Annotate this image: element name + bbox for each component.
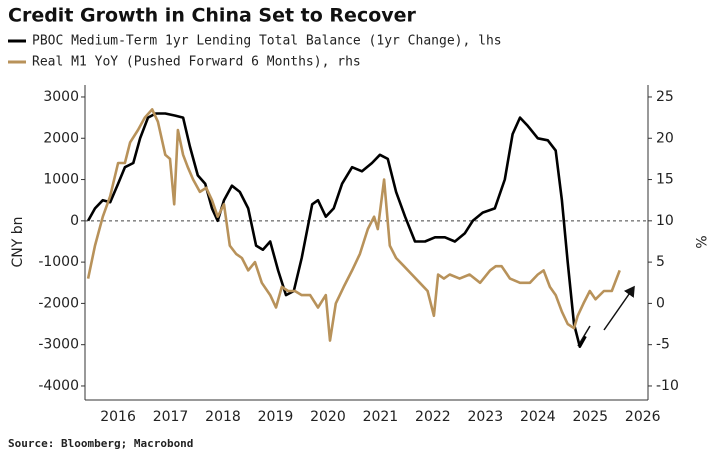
series-line bbox=[86, 112, 587, 348]
y2-tick-label: 0 bbox=[656, 295, 665, 311]
y-tick-label: -1000 bbox=[38, 254, 79, 270]
y2-tick-label: 5 bbox=[656, 254, 665, 270]
x-tick-label: 2023 bbox=[468, 409, 504, 425]
x-tick-label: 2024 bbox=[520, 409, 556, 425]
x-tick-label: 2026 bbox=[625, 409, 661, 425]
y-tick-label: -4000 bbox=[38, 378, 79, 394]
x-tick-label: 2025 bbox=[572, 409, 608, 425]
x-tick-label: 2021 bbox=[363, 409, 399, 425]
y-tick-label: 1000 bbox=[43, 172, 79, 188]
y-tick-label: 3000 bbox=[43, 89, 79, 105]
series-line bbox=[86, 108, 621, 342]
chart-title: Credit Growth in China Set to Recover bbox=[8, 5, 417, 27]
arrow bbox=[603, 285, 635, 331]
y-tick-label: -2000 bbox=[38, 295, 79, 311]
y-tick-label: -3000 bbox=[38, 337, 79, 353]
legend-label: Real M1 YoY (Pushed Forward 6 Months), r… bbox=[32, 55, 361, 70]
x-tick-label: 2022 bbox=[415, 409, 451, 425]
x-tick-label: 2017 bbox=[153, 409, 189, 425]
x-tick-label: 2020 bbox=[310, 409, 346, 425]
y2-axis-label: % bbox=[692, 235, 708, 248]
legend-label: PBOC Medium-Term 1yr Lending Total Balan… bbox=[32, 34, 502, 49]
y-axis-label: CNY bn bbox=[10, 216, 26, 267]
y2-tick-label: 15 bbox=[656, 172, 674, 188]
y2-tick-label: -10 bbox=[656, 378, 679, 394]
y-tick-label: 2000 bbox=[43, 130, 79, 146]
y-tick-label: 0 bbox=[70, 213, 79, 229]
y2-tick-label: 10 bbox=[656, 213, 674, 229]
source: Source: Bloomberg; Macrobond bbox=[8, 437, 193, 450]
y2-tick-label: -5 bbox=[656, 337, 670, 353]
x-tick-label: 2018 bbox=[205, 409, 241, 425]
x-tick-label: 2016 bbox=[100, 409, 136, 425]
y2-tick-label: 25 bbox=[656, 89, 674, 105]
x-tick-label: 2019 bbox=[258, 409, 294, 425]
y2-tick-label: 20 bbox=[656, 130, 674, 146]
